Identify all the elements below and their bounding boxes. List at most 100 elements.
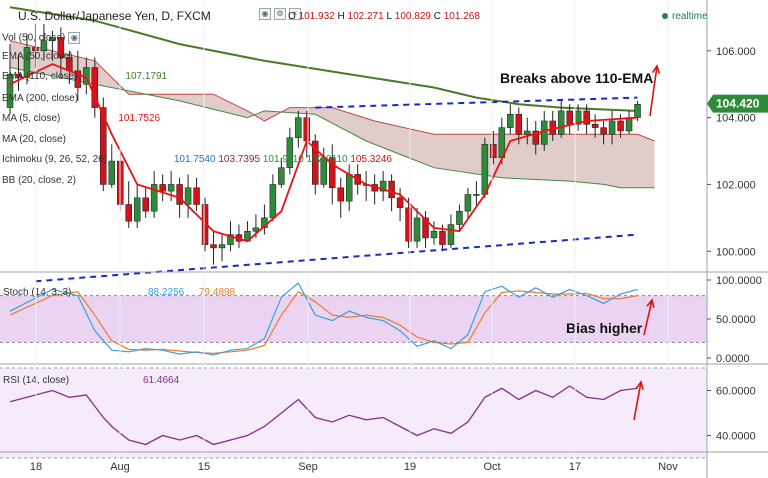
open-value: 101.932: [298, 11, 335, 22]
x-tick-label: 18: [30, 461, 42, 473]
y-tick-label: 60.0000: [716, 386, 756, 398]
candle: [184, 187, 192, 205]
candle: [125, 204, 132, 222]
candle: [91, 67, 99, 108]
candle: [201, 204, 209, 245]
y-tick-label: 106.000: [716, 46, 756, 58]
candle: [286, 137, 294, 168]
candle: [23, 47, 31, 78]
candle: [312, 140, 319, 185]
candle: [447, 224, 455, 245]
candle: [557, 110, 565, 135]
annotation-breaks: Breaks above 110-EMA: [500, 70, 653, 86]
price-tag: [707, 94, 768, 113]
stochastic-pane[interactable]: Stoch (14, 3, 3) 88.2256 79.4898 Bias highe…: [0, 282, 707, 356]
candle: [464, 194, 472, 212]
candle: [227, 234, 234, 245]
candle: [481, 144, 489, 195]
overlay-ichimoku[interactable]: Ichimoku (9, 26, 52, 26) 101.7540 103.73…: [2, 154, 392, 165]
candle: [193, 187, 200, 205]
chart-header: U.S. Dollar/Japanese Yen, D, FXCM ◉ ⚙ × O …: [0, 0, 768, 24]
cloud-upper-line: [9, 40, 655, 142]
price-pane[interactable]: Breaks above 110-EMA: [6, 6, 661, 283]
overlay-bb[interactable]: BB (20, close, 2): [2, 175, 76, 186]
rsi-value: 61.4664: [143, 375, 180, 386]
rsi-pane[interactable]: RSI (14, close) 61.4664: [0, 367, 707, 459]
candle: [591, 124, 599, 128]
overlay-ema50-label: EMA (50, close): [2, 51, 73, 62]
x-tick-label: Nov: [658, 461, 678, 473]
candle: [456, 210, 463, 225]
candle: [473, 194, 480, 196]
candle: [583, 110, 590, 125]
candle: [100, 107, 107, 185]
overlay-vol-label: Vol (50, close): [2, 32, 66, 44]
overlay-vol[interactable]: Vol (50, close) ◉: [2, 32, 81, 44]
arrow-up-price-head: [651, 64, 661, 74]
eye-icon[interactable]: ◉: [68, 32, 81, 44]
candle: [379, 180, 387, 192]
candle: [532, 130, 540, 145]
candle: [515, 114, 523, 135]
ichimoku-conversion: 101.7540: [173, 154, 216, 165]
y-tick-label: 100.0000: [716, 275, 762, 287]
arrow-up-stoch-head: [646, 298, 655, 308]
close-value: 101.268: [443, 11, 480, 22]
overlay-bb-label: BB (20, close, 2): [2, 175, 76, 186]
arrow-up-price: [649, 65, 658, 117]
overlay-ema110-label: EMA (110, close): [2, 71, 78, 82]
candle: [218, 244, 226, 249]
y-tick-label: 104.000: [716, 113, 756, 125]
candle: [328, 157, 336, 189]
candle: [159, 184, 166, 192]
candle: [345, 174, 353, 202]
visibility-icon[interactable]: ◉: [259, 8, 271, 21]
ema-110-line: [9, 6, 638, 112]
candle: [422, 217, 429, 239]
candle: [439, 230, 446, 245]
candle: [388, 180, 395, 199]
low-label: L: [386, 11, 393, 22]
overlay-ema110[interactable]: EMA (110, close) 107.1791: [2, 71, 167, 82]
overlay-ema200-label: EMA (200, close): [2, 93, 79, 104]
candle: [490, 144, 497, 158]
settings-icon[interactable]: ⚙: [274, 8, 286, 21]
candle: [524, 130, 531, 135]
overlay-ma20-label: MA (20, close): [2, 134, 66, 145]
rsi-band: [0, 368, 707, 458]
candle: [600, 127, 607, 135]
x-tick-label: 19: [404, 461, 416, 473]
candle: [303, 117, 311, 142]
candle: [142, 197, 149, 212]
candle: [269, 184, 277, 219]
overlay-ema200[interactable]: EMA (200, close): [2, 93, 78, 104]
x-tick-label: Oct: [483, 461, 500, 473]
candle: [133, 197, 141, 222]
overlay-ema110-value: 107.1791: [125, 71, 168, 82]
rsi-line: [9, 385, 638, 446]
high-value: 102.271: [347, 11, 384, 22]
overlay-ma20[interactable]: MA (20, close): [2, 134, 66, 145]
candle: [608, 120, 616, 135]
symbol-title[interactable]: U.S. Dollar/Japanese Yen, D, FXCM: [18, 9, 211, 23]
ichimoku-base: 103.7395: [218, 154, 261, 165]
stoch-k-line: [9, 282, 638, 356]
stoch-k-value: 88.2256: [148, 287, 185, 298]
candle: [49, 37, 56, 42]
candle: [6, 73, 14, 108]
candle: [32, 47, 39, 52]
price-tag-label: 104.420: [716, 97, 760, 111]
y-tick-label: 50.0000: [716, 314, 756, 326]
annotation-bias: Bias higher: [566, 320, 643, 336]
overlay-ema50[interactable]: EMA (50, close): [2, 51, 73, 62]
candle: [252, 227, 260, 232]
close-icon[interactable]: ×: [289, 8, 301, 21]
candle: [295, 117, 302, 138]
open-label: O: [288, 11, 296, 22]
overlay-ma5[interactable]: MA (5, close) 101.7526: [2, 113, 160, 124]
arrow-up-stoch: [643, 299, 653, 336]
candle: [278, 167, 285, 185]
x-tick-label: Aug: [110, 461, 130, 473]
